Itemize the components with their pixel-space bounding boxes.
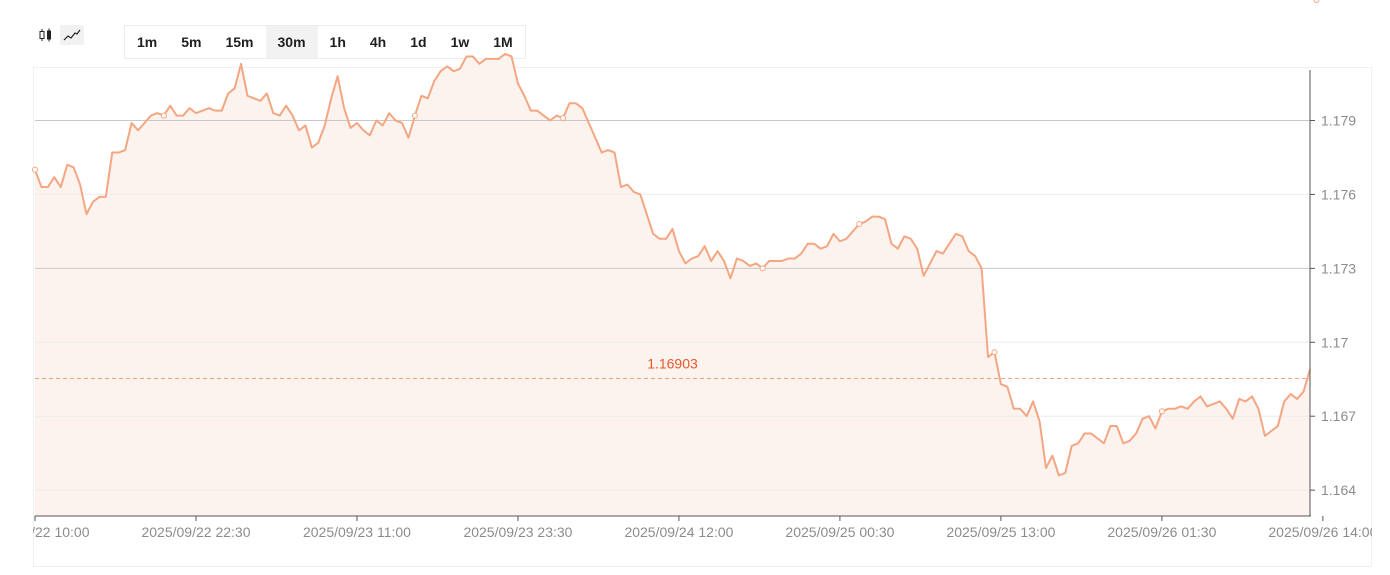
- line-chart-toggle[interactable]: [60, 25, 84, 45]
- line-chart-icon: [63, 29, 81, 41]
- chart-type-toggles: [34, 25, 84, 47]
- x-tick-label: 2025/09/25 13:00: [946, 524, 1055, 540]
- price-line: [34, 52, 1311, 477]
- x-tick-label: 2025/09/26 14:00: [1268, 524, 1377, 540]
- interval-1m[interactable]: 1m: [137, 34, 158, 50]
- data-marker: [32, 166, 38, 173]
- y-tick-label: 1.179: [1321, 113, 1356, 129]
- y-tick-label: 1.176: [1321, 186, 1356, 202]
- data-marker: [1313, 0, 1320, 3]
- data-marker: [160, 112, 167, 119]
- interval-1w[interactable]: 1w: [450, 34, 470, 50]
- data-marker: [759, 265, 766, 272]
- x-tick-label: 2025/09/24 12:00: [624, 524, 733, 540]
- data-marker: [411, 112, 418, 119]
- x-tick-label: 2025/09/25 00:30: [785, 524, 894, 540]
- interval-1M[interactable]: 1M: [493, 34, 513, 50]
- x-tick-label: 2025/09/23 11:00: [303, 524, 411, 540]
- y-tick-label: 1.17: [1321, 334, 1348, 350]
- y-tick-label: 1.173: [1321, 260, 1356, 276]
- y-tick-label: 1.164: [1321, 482, 1356, 498]
- x-tick-label: 2025/09/22 22:30: [141, 524, 250, 540]
- interval-5m[interactable]: 5m: [181, 34, 202, 50]
- data-marker: [560, 115, 567, 122]
- interval-1h[interactable]: 1h: [329, 34, 346, 50]
- area-fill: [35, 53, 1310, 516]
- interval-4h[interactable]: 4h: [369, 34, 387, 50]
- candlestick-toggle[interactable]: [34, 25, 58, 45]
- y-tick-label: 1.167: [1321, 408, 1356, 424]
- interval-15m[interactable]: 15m: [225, 34, 254, 50]
- interval-selector: 1m 5m 15m 30m 1h 4h 1d 1w 1M: [124, 25, 526, 59]
- x-tick-label: 2025/09/23 23:30: [463, 524, 572, 540]
- x-tick-label: 2025/09/26 01:30: [1107, 524, 1216, 540]
- chart-frame: [33, 67, 1372, 567]
- reference-label: 1.16903: [647, 356, 698, 372]
- data-marker: [856, 221, 863, 228]
- interval-30m[interactable]: 30m: [265, 26, 318, 58]
- data-marker: [991, 349, 998, 356]
- x-tick-label: 2025/09/22 10:00: [0, 524, 90, 540]
- candlestick-icon: [39, 28, 51, 42]
- data-marker: [1158, 408, 1165, 415]
- interval-1d[interactable]: 1d: [410, 34, 427, 50]
